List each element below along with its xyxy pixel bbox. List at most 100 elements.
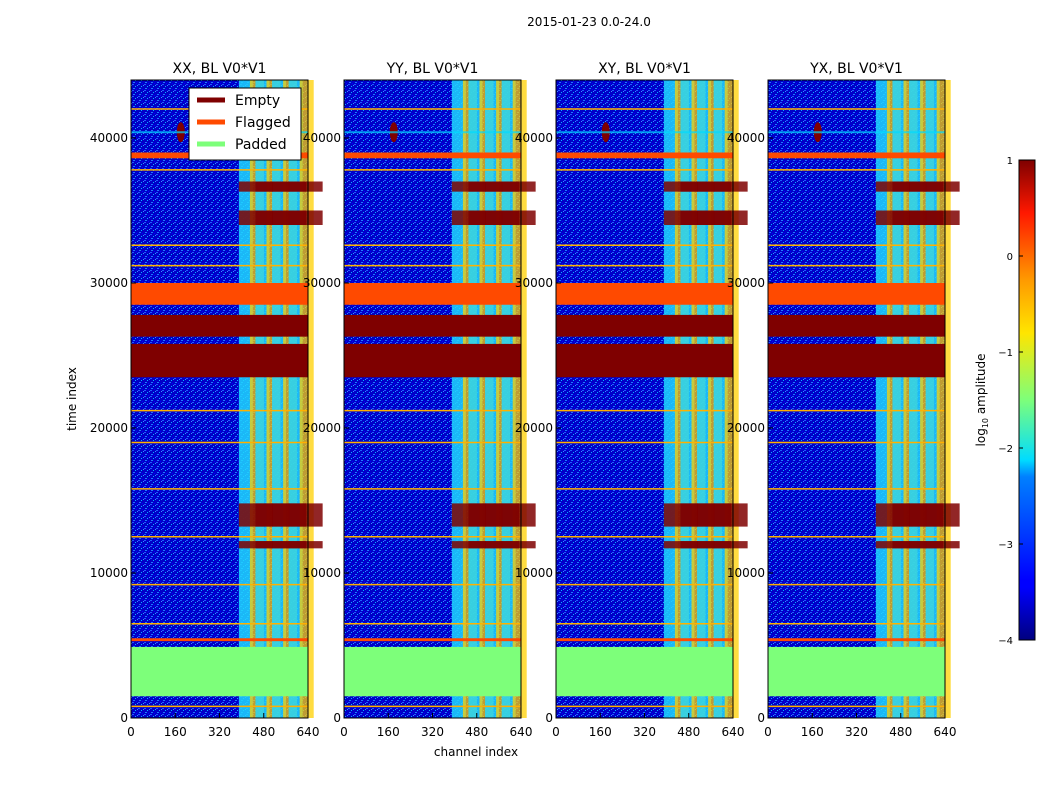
x-tick-label: 320 bbox=[845, 725, 868, 739]
rfi-hot-block bbox=[501, 541, 536, 549]
x-tick-label: 0 bbox=[552, 725, 560, 739]
rfi-channel-stripe bbox=[272, 80, 287, 718]
x-tick-label: 320 bbox=[421, 725, 444, 739]
rfi-channel-stripe bbox=[936, 80, 951, 718]
x-tick-label: 320 bbox=[208, 725, 231, 739]
colorbar-label-base: log bbox=[974, 428, 988, 446]
rfi-channel-stripe bbox=[925, 80, 940, 718]
y-tick-label: 10000 bbox=[90, 566, 128, 580]
padded-band bbox=[768, 646, 945, 697]
rfi-channel-stripe bbox=[909, 80, 924, 718]
y-tick-label: 40000 bbox=[727, 131, 765, 145]
x-tick-label: 480 bbox=[677, 725, 700, 739]
rfi-channel-stripe bbox=[724, 80, 739, 718]
rfi-channel-stripe bbox=[288, 80, 303, 718]
x-tick-label: 160 bbox=[589, 725, 612, 739]
panel-1: YY, BL V0*V1 0 160 320 480 640 0 10000 20000 3000… bbox=[303, 61, 536, 739]
y-tick-label: 0 bbox=[120, 711, 128, 725]
rfi-channel-stripe bbox=[299, 80, 314, 718]
y-tick-label: 30000 bbox=[90, 276, 128, 290]
rfi-hot-block bbox=[925, 181, 960, 192]
panel-3: YX, BL V0*V1 0 160 320 480 640 0 10000 20000 3000… bbox=[727, 61, 960, 739]
rfi-hot-block bbox=[288, 181, 323, 192]
y-tick-label: 10000 bbox=[515, 566, 553, 580]
y-tick-label: 40000 bbox=[515, 131, 553, 145]
padded-band bbox=[556, 646, 733, 697]
panel-title: XY, BL V0*V1 bbox=[598, 61, 691, 77]
colorbar-label-sub: 10 bbox=[981, 418, 990, 428]
y-tick-label: 20000 bbox=[303, 421, 341, 435]
flagged-band bbox=[131, 638, 308, 642]
panel-0: XX, BL V0*V1 0 160 320 480 640 0 10000 20000 3000… bbox=[90, 61, 323, 739]
y-tick-label: 40000 bbox=[303, 131, 341, 145]
flagged-band bbox=[344, 152, 521, 159]
padded-band bbox=[344, 646, 521, 697]
rfi-hot-block bbox=[288, 503, 323, 527]
y-tick-label: 0 bbox=[757, 711, 765, 725]
x-tick-label: 160 bbox=[377, 725, 400, 739]
rfi-channel-stripe bbox=[485, 80, 500, 718]
rfi-channel-stripe bbox=[875, 80, 890, 718]
colorbar-tick-label: 0 bbox=[1007, 252, 1013, 263]
x-tick-label: 640 bbox=[722, 725, 745, 739]
flagged-band bbox=[344, 283, 521, 305]
colorbar-label: log10 amplitude bbox=[974, 354, 990, 447]
y-tick-label: 20000 bbox=[90, 421, 128, 435]
legend-entries: Empty Flagged Padded bbox=[197, 93, 291, 153]
flagged-band bbox=[344, 638, 521, 642]
x-tick-label: 640 bbox=[297, 725, 320, 739]
colorbar: 10−1−2−3−4 log10 amplitude bbox=[974, 156, 1036, 647]
y-tick-label: 40000 bbox=[90, 131, 128, 145]
rfi-hot-block bbox=[501, 210, 536, 225]
y-tick-label: 10000 bbox=[727, 566, 765, 580]
colorbar-label-rest: amplitude bbox=[974, 354, 988, 418]
panel-title: YY, BL V0*V1 bbox=[386, 61, 479, 77]
panel-title: XX, BL V0*V1 bbox=[173, 61, 267, 77]
y-axis-label: time index bbox=[65, 367, 79, 431]
empty-band bbox=[768, 314, 945, 337]
y-tick-label: 0 bbox=[333, 711, 341, 725]
y-tick-label: 10000 bbox=[303, 566, 341, 580]
rfi-hot-block bbox=[925, 210, 960, 225]
flagged-band bbox=[556, 283, 733, 305]
panel-title: YX, BL V0*V1 bbox=[809, 61, 903, 77]
y-tick-label: 30000 bbox=[303, 276, 341, 290]
flagged-band bbox=[556, 152, 733, 159]
rfi-channel-stripe bbox=[697, 80, 712, 718]
rfi-hot-block bbox=[713, 181, 748, 192]
empty-band bbox=[131, 343, 308, 378]
x-tick-label: 640 bbox=[934, 725, 957, 739]
legend-entry-label: Empty bbox=[235, 93, 280, 109]
panels: XX, BL V0*V1 0 160 320 480 640 0 10000 20000 3000… bbox=[90, 61, 960, 739]
colorbar-tick-label: −4 bbox=[998, 636, 1013, 647]
x-tick-label: 0 bbox=[340, 725, 348, 739]
x-tick-label: 160 bbox=[164, 725, 187, 739]
rfi-channel-stripe bbox=[255, 80, 270, 718]
legend-entry-label: Flagged bbox=[235, 115, 291, 131]
x-tick-label: 160 bbox=[801, 725, 824, 739]
panel-2: XY, BL V0*V1 0 160 320 480 640 0 10000 20000 3000… bbox=[515, 61, 748, 739]
y-tick-label: 0 bbox=[545, 711, 553, 725]
flagged-band bbox=[768, 283, 945, 305]
x-axis-label: channel index bbox=[434, 745, 518, 759]
colorbar-tick-label: −2 bbox=[998, 444, 1013, 455]
flagged-band bbox=[768, 638, 945, 642]
rfi-channel-stripe bbox=[238, 80, 253, 718]
colorbar-tick-label: 1 bbox=[1007, 156, 1013, 167]
x-tick-label: 0 bbox=[764, 725, 772, 739]
empty-band bbox=[556, 314, 733, 337]
y-tick-label: 20000 bbox=[727, 421, 765, 435]
rfi-channel-stripe bbox=[680, 80, 695, 718]
rfi-channel-stripe bbox=[892, 80, 907, 718]
empty-band bbox=[556, 343, 733, 378]
colorbar-tick-label: −1 bbox=[998, 348, 1013, 359]
rfi-channel-stripe bbox=[501, 80, 516, 718]
empty-band bbox=[344, 314, 521, 337]
x-tick-label: 640 bbox=[510, 725, 533, 739]
rfi-hot-block bbox=[925, 541, 960, 549]
rfi-channel-stripe bbox=[512, 80, 527, 718]
rfi-hot-block bbox=[925, 503, 960, 527]
colorbar-gradient bbox=[1018, 159, 1036, 641]
y-tick-label: 30000 bbox=[727, 276, 765, 290]
